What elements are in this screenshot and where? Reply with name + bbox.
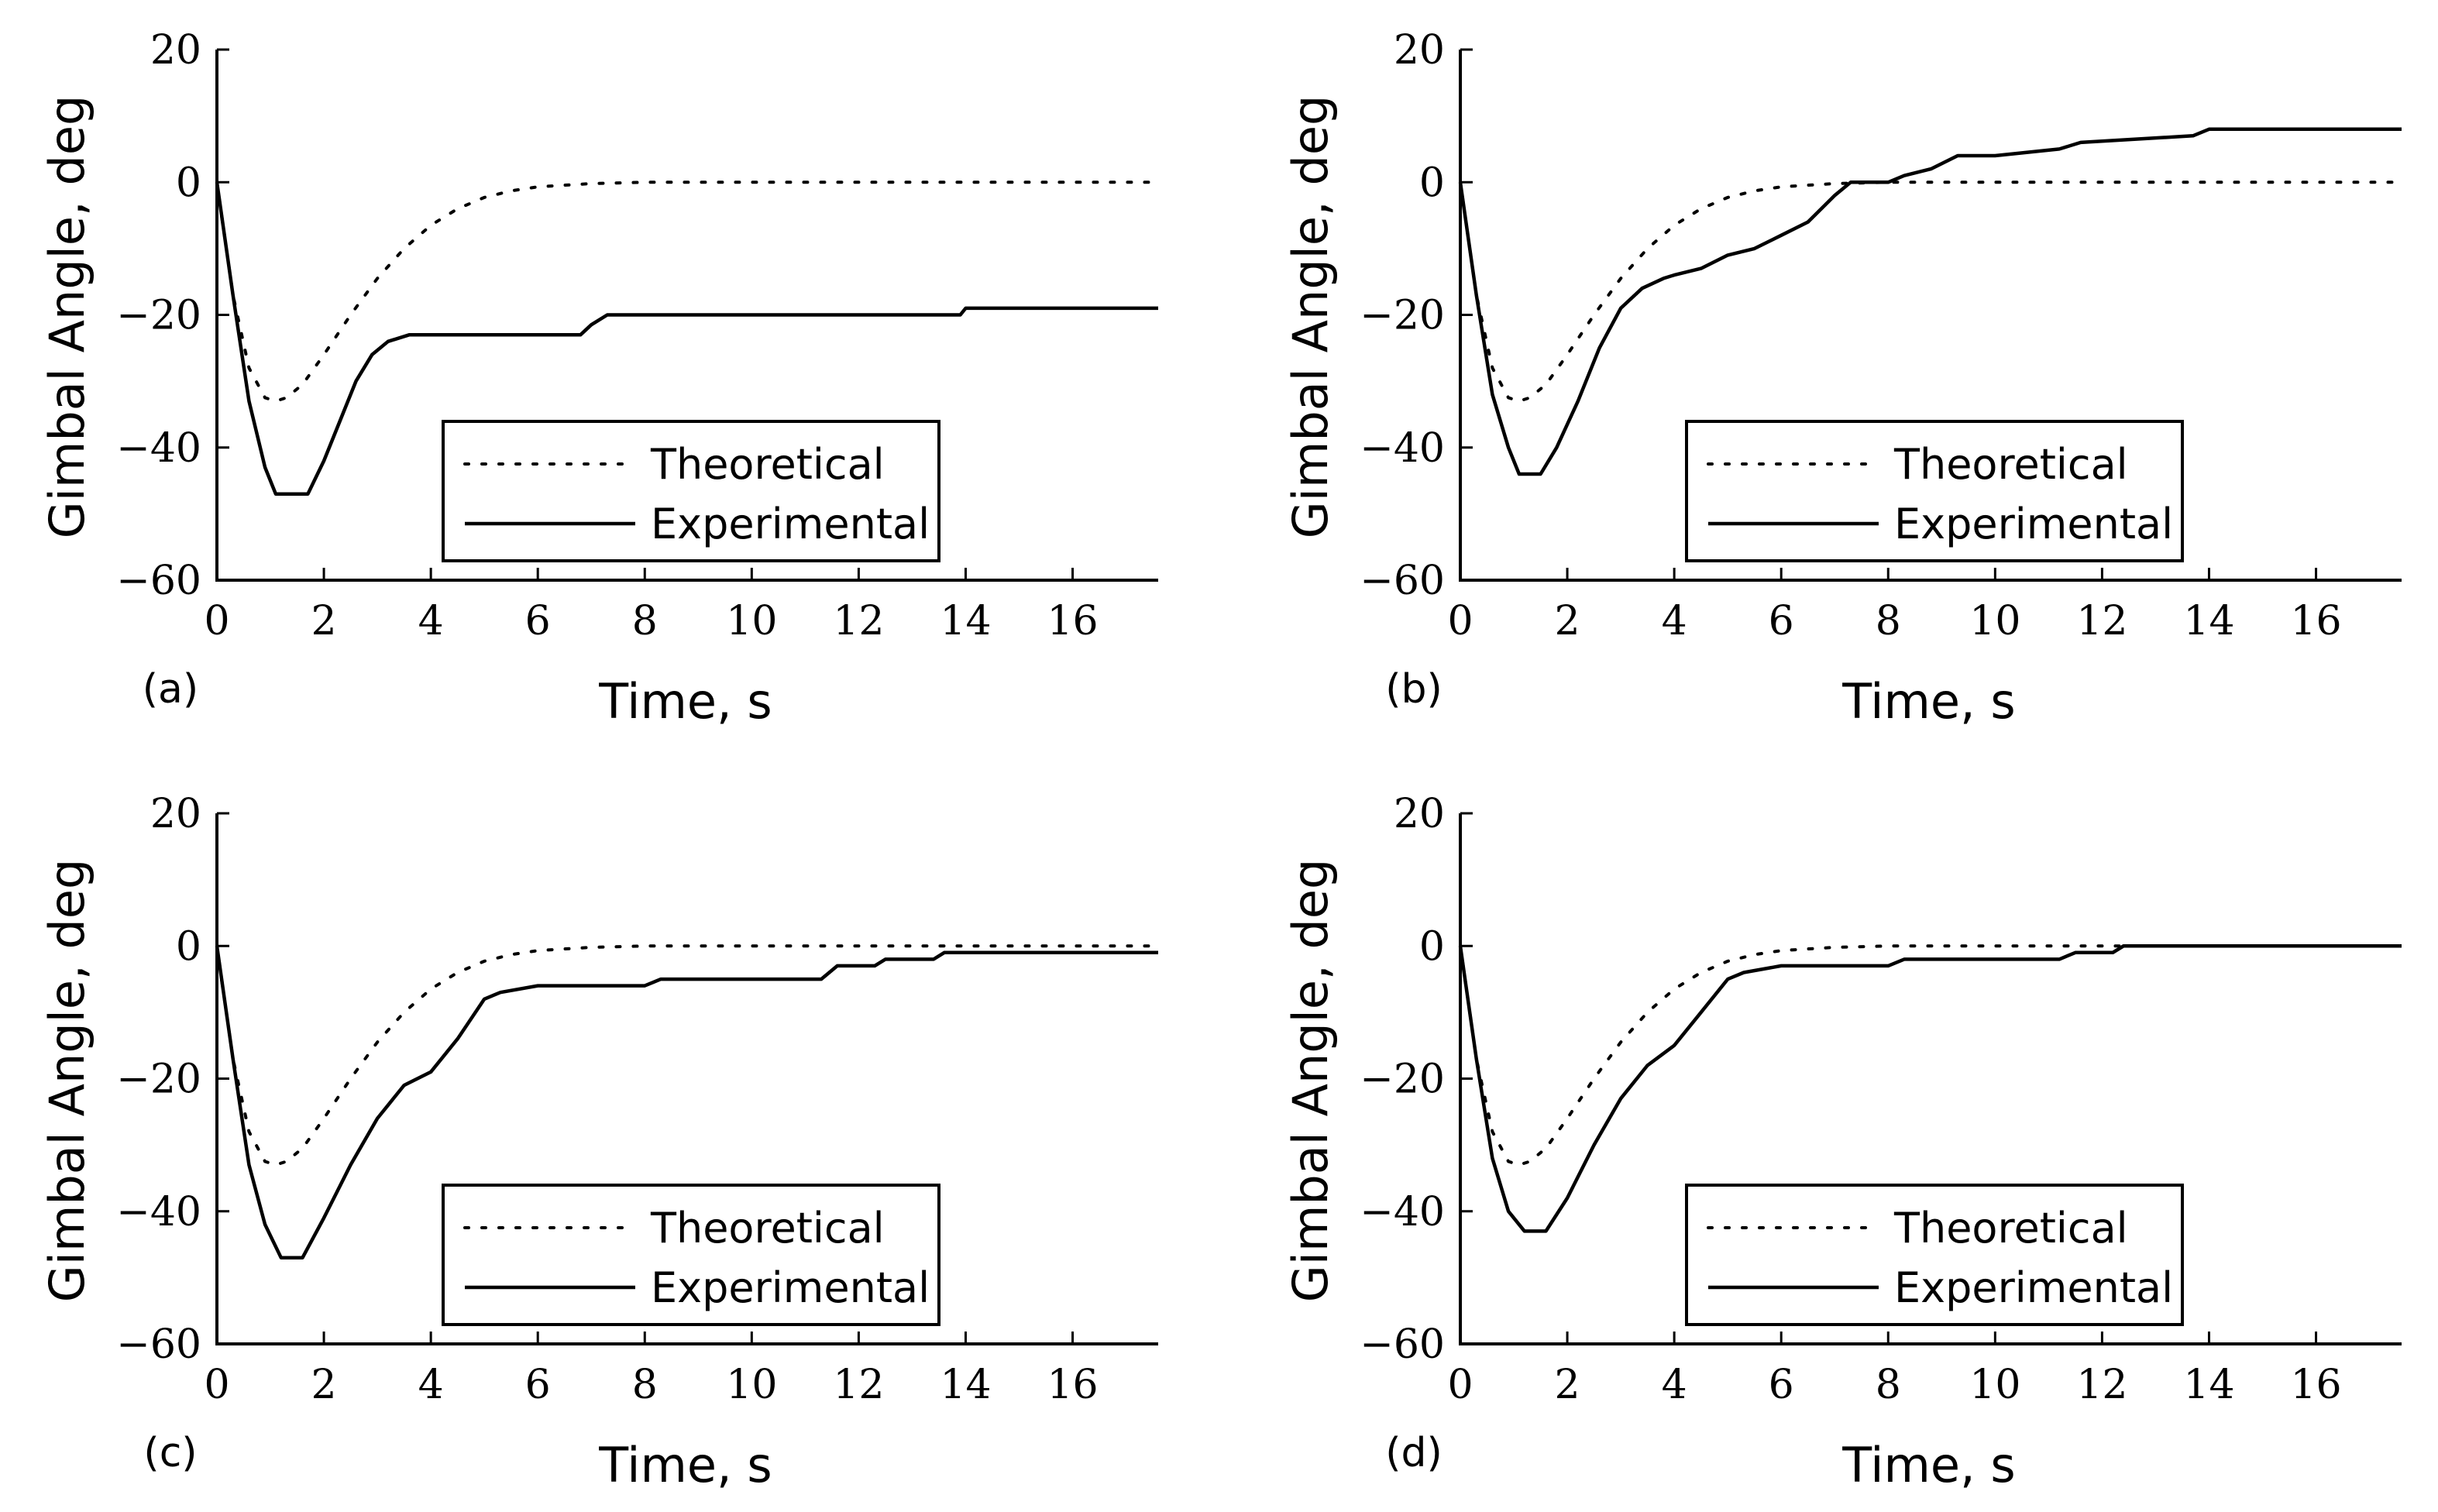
x-tick-label: 10 [1969, 598, 2020, 644]
x-axis-label: Time, s [1841, 1437, 2015, 1493]
x-tick-label: 0 [204, 598, 229, 644]
x-axis-label: Time, s [598, 1437, 772, 1493]
x-tick-label: 0 [1447, 598, 1473, 644]
y-axis-label: Gimbal Angle, deg [39, 859, 95, 1303]
y-axis-label: Gimbal Angle, deg [1282, 95, 1339, 539]
x-tick-label: 12 [2076, 598, 2127, 644]
y-tick-label: −40 [1360, 425, 1445, 472]
panel-label: (a) [143, 666, 198, 713]
x-tick-label: 16 [1047, 1362, 1098, 1408]
legend-entry: Experimental [651, 500, 930, 548]
series-line-experimental [215, 945, 1158, 1259]
series-line-experimental [1458, 944, 2402, 1233]
y-tick-label: −20 [1360, 293, 1445, 339]
x-tick-label: 16 [2290, 598, 2341, 644]
series-line-experimental [1458, 127, 2402, 476]
y-tick-label: 20 [1394, 791, 1445, 837]
y-tick-label: −60 [116, 558, 201, 604]
y-tick-label: 0 [1419, 923, 1445, 970]
x-tick-label: 8 [1876, 598, 1901, 644]
chart-panel-b: −60 −40 −20 0 20 0 2 4 6 8 10 12 14 16 Time, s Gimbal A… [1282, 27, 2403, 730]
y-tick-label: 20 [150, 27, 201, 74]
x-tick-label: 2 [311, 1362, 337, 1408]
x-tick-label: 6 [525, 598, 551, 644]
y-tick-label: −20 [1360, 1057, 1445, 1103]
y-tick-label: −60 [116, 1321, 201, 1368]
legend-entry: Experimental [651, 1263, 930, 1312]
x-tick-label: 4 [1662, 598, 1687, 644]
x-tick-label: 2 [1555, 1362, 1580, 1408]
legend-box [442, 1184, 940, 1326]
y-tick-label: 20 [1394, 27, 1445, 74]
legend-entry: Theoretical [1893, 1204, 2128, 1253]
x-tick-label: 10 [726, 598, 777, 644]
x-tick-label: 4 [418, 1362, 444, 1408]
legend: Theoretical Experimental [442, 420, 940, 562]
x-tick-label: 6 [525, 1362, 551, 1408]
y-tick-label: −40 [116, 1189, 201, 1235]
x-tick-label: 12 [833, 1362, 884, 1408]
series-line-experimental [215, 181, 1158, 496]
x-tick-label: 16 [1047, 598, 1098, 644]
legend-entry: Experimental [1894, 500, 2173, 548]
y-tick-label: 0 [176, 160, 201, 206]
y-tick-label: −40 [1360, 1189, 1445, 1235]
x-tick-label: 14 [2183, 1362, 2234, 1408]
x-tick-label: 14 [940, 598, 991, 644]
y-tick-label: −20 [116, 293, 201, 339]
legend: Theoretical Experimental [1685, 1184, 2184, 1326]
series-line-theoretical [215, 180, 1160, 403]
x-tick-label: 8 [1876, 1362, 1901, 1408]
chart-panel-a: −60 −40 −20 0 20 0 2 4 6 8 10 12 14 16 Time, s Gimbal A… [39, 27, 1160, 730]
series-line-theoretical [215, 944, 1160, 1167]
x-tick-label: 6 [1769, 598, 1794, 644]
x-tick-label: 6 [1769, 1362, 1794, 1408]
x-tick-label: 8 [632, 598, 658, 644]
x-tick-label: 8 [632, 1362, 658, 1408]
x-axis-label: Time, s [1841, 673, 2015, 730]
y-tick-label: −20 [116, 1057, 201, 1103]
x-tick-label: 12 [833, 598, 884, 644]
series-line-theoretical [1459, 180, 2403, 403]
x-tick-label: 16 [2290, 1362, 2341, 1408]
legend: Theoretical Experimental [1685, 420, 2184, 562]
legend: Theoretical Experimental [442, 1184, 940, 1326]
x-tick-label: 12 [2076, 1362, 2127, 1408]
legend-box [442, 420, 940, 562]
panel-label: (c) [143, 1430, 197, 1476]
y-tick-label: −60 [1360, 1321, 1445, 1368]
legend-entry: Experimental [1894, 1263, 2173, 1312]
x-tick-label: 14 [940, 1362, 991, 1408]
x-tick-label: 14 [2183, 598, 2234, 644]
y-tick-label: 20 [150, 791, 201, 837]
series-line-theoretical [1459, 944, 2403, 1167]
x-tick-label: 10 [1969, 1362, 2020, 1408]
legend-entry: Theoretical [1893, 440, 2128, 489]
chart-panel-c: −60 −40 −20 0 20 0 2 4 6 8 10 12 14 16 Time, s Gimbal A… [39, 791, 1160, 1493]
y-tick-label: −40 [116, 425, 201, 472]
x-tick-label: 4 [418, 598, 444, 644]
x-tick-label: 2 [1555, 598, 1580, 644]
legend-box [1685, 1184, 2184, 1326]
x-tick-label: 10 [726, 1362, 777, 1408]
x-tick-label: 4 [1662, 1362, 1687, 1408]
x-axis-label: Time, s [598, 673, 772, 730]
y-axis-label: Gimbal Angle, deg [1282, 859, 1339, 1303]
x-tick-label: 0 [204, 1362, 229, 1408]
x-tick-label: 2 [311, 598, 337, 644]
y-axis-label: Gimbal Angle, deg [39, 95, 95, 539]
y-tick-label: 0 [176, 923, 201, 970]
legend-entry: Theoretical [650, 440, 885, 489]
y-tick-label: 0 [1419, 160, 1445, 206]
chart-panel-d: −60 −40 −20 0 20 0 2 4 6 8 10 12 14 16 Time, s Gimbal A… [1282, 791, 2403, 1493]
legend-entry: Theoretical [650, 1204, 885, 1253]
panel-label: (b) [1385, 666, 1443, 713]
panel-label: (d) [1385, 1430, 1443, 1476]
legend-box [1685, 420, 2184, 562]
x-tick-label: 0 [1447, 1362, 1473, 1408]
y-tick-label: −60 [1360, 558, 1445, 604]
